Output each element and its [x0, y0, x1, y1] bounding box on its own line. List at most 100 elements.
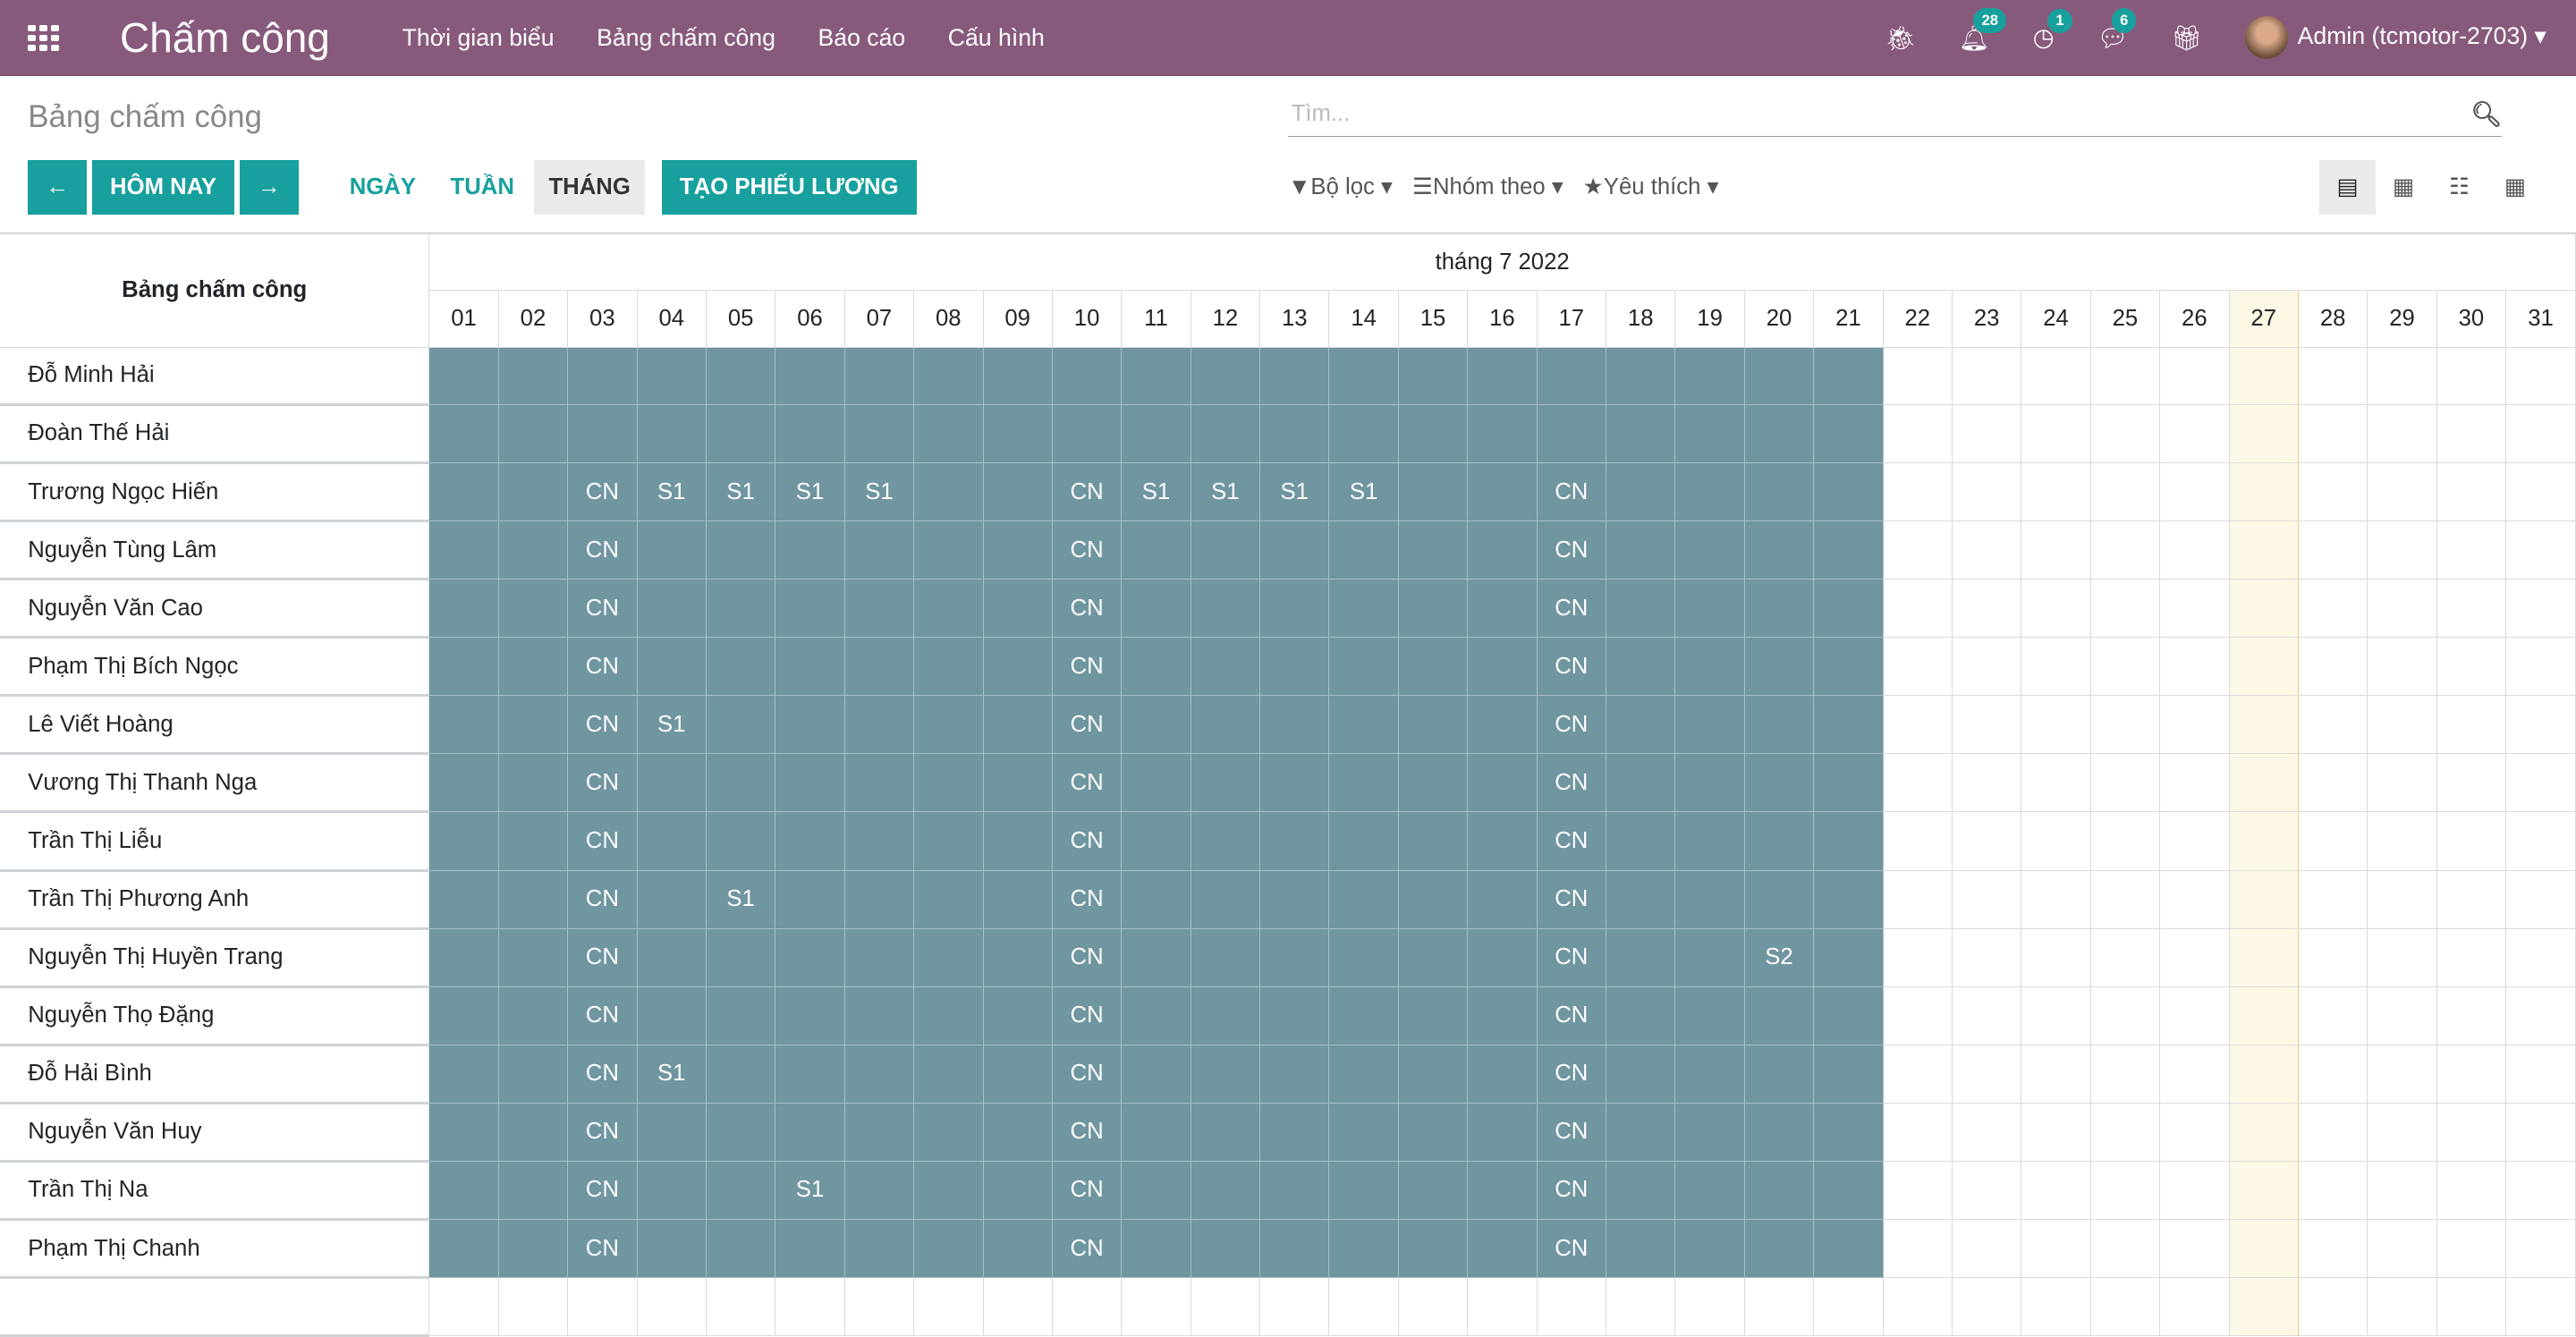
- day-cell[interactable]: S1: [1259, 461, 1330, 522]
- day-cell[interactable]: CN: [1536, 753, 1607, 813]
- day-cell[interactable]: [1813, 346, 1884, 405]
- day-cell[interactable]: [1259, 869, 1330, 929]
- day-cell[interactable]: CN: [1536, 986, 1607, 1045]
- day-cell[interactable]: [913, 753, 984, 813]
- day-cell[interactable]: [2436, 461, 2507, 522]
- day-cell[interactable]: [1674, 869, 1745, 929]
- day-cell[interactable]: [2297, 1044, 2368, 1104]
- day-cell[interactable]: [1467, 753, 1538, 813]
- day-cell[interactable]: [1606, 811, 1676, 871]
- day-cell[interactable]: [2297, 986, 2368, 1045]
- day-cell[interactable]: [2367, 1102, 2437, 1162]
- day-cell[interactable]: CN: [567, 461, 638, 522]
- day-cell[interactable]: [2436, 579, 2507, 639]
- day-cell[interactable]: [2159, 869, 2230, 929]
- day-cell[interactable]: [2367, 579, 2437, 639]
- day-cell[interactable]: [1813, 986, 1884, 1045]
- day-cell[interactable]: [1328, 637, 1399, 697]
- bell-icon[interactable]: 🔔︎ 28: [1959, 8, 2007, 53]
- day-cell[interactable]: [2367, 346, 2437, 405]
- day-cell[interactable]: CN: [1536, 579, 1607, 639]
- user-menu[interactable]: Admin (tcmotor-2703) ▾: [2244, 16, 2546, 60]
- day-cell[interactable]: [1467, 986, 1538, 1045]
- day-cell[interactable]: [913, 1102, 984, 1162]
- day-cell[interactable]: [775, 1044, 845, 1104]
- day-cell[interactable]: CN: [1051, 461, 1123, 522]
- day-cell[interactable]: [428, 346, 499, 405]
- day-cell[interactable]: [1743, 1160, 1815, 1221]
- day-cell[interactable]: [497, 1044, 569, 1104]
- day-cell[interactable]: [2505, 1102, 2576, 1162]
- day-cell[interactable]: [2436, 1160, 2507, 1221]
- day-cell[interactable]: [428, 695, 499, 755]
- day-cell[interactable]: [2089, 1102, 2161, 1162]
- day-cell[interactable]: [1397, 869, 1469, 929]
- day-cell[interactable]: [1743, 811, 1815, 871]
- day-cell[interactable]: [1743, 695, 1815, 755]
- prev-button[interactable]: ←: [28, 160, 88, 215]
- day-cell[interactable]: CN: [567, 1219, 638, 1279]
- day-cell[interactable]: CN: [567, 637, 638, 697]
- day-cell[interactable]: [2228, 346, 2299, 405]
- day-cell[interactable]: [1743, 461, 1815, 522]
- day-cell[interactable]: [1606, 753, 1676, 813]
- day-cell[interactable]: [2089, 520, 2161, 580]
- day-cell[interactable]: [1259, 346, 1330, 405]
- day-cell[interactable]: [2159, 1044, 2230, 1104]
- day-cell[interactable]: [1121, 927, 1191, 987]
- day-cell[interactable]: [982, 811, 1053, 871]
- day-cell[interactable]: [497, 1219, 569, 1279]
- day-cell[interactable]: S1: [705, 461, 776, 522]
- day-cell[interactable]: [1467, 1219, 1538, 1279]
- day-cell[interactable]: [2089, 811, 2161, 871]
- day-cell[interactable]: [1259, 579, 1330, 639]
- day-cell[interactable]: [2505, 986, 2576, 1045]
- day-cell[interactable]: [1674, 927, 1745, 987]
- day-cell[interactable]: [2228, 986, 2299, 1045]
- day-cell[interactable]: [636, 1219, 707, 1279]
- day-cell[interactable]: [1674, 753, 1745, 813]
- day-cell[interactable]: CN: [567, 579, 638, 639]
- day-cell[interactable]: [1743, 346, 1815, 405]
- day-cell[interactable]: [1190, 346, 1261, 405]
- day-cell[interactable]: [2228, 637, 2299, 697]
- day-cell[interactable]: [1467, 869, 1538, 929]
- day-cell[interactable]: [705, 986, 776, 1045]
- day-cell[interactable]: [2367, 461, 2437, 522]
- day-cell[interactable]: [1674, 1277, 1745, 1337]
- day-cell[interactable]: [2159, 346, 2230, 405]
- day-cell[interactable]: [775, 927, 845, 987]
- day-cell[interactable]: [1328, 753, 1399, 813]
- day-cell[interactable]: CN: [1051, 811, 1123, 871]
- day-cell[interactable]: [1536, 346, 1607, 405]
- day-cell[interactable]: [2228, 461, 2299, 522]
- day-cell[interactable]: [1467, 695, 1538, 755]
- day-cell[interactable]: [1051, 346, 1123, 405]
- day-cell[interactable]: [497, 1277, 569, 1337]
- day-cell[interactable]: [2021, 695, 2091, 755]
- day-cell[interactable]: [428, 1044, 499, 1104]
- day-cell[interactable]: [1190, 753, 1261, 813]
- day-cell[interactable]: [1813, 461, 1884, 522]
- day-cell[interactable]: [2228, 1160, 2299, 1221]
- day-cell[interactable]: [705, 927, 776, 987]
- day-cell[interactable]: CN: [567, 1044, 638, 1104]
- day-cell[interactable]: [1259, 1044, 1330, 1104]
- day-cell[interactable]: [1190, 986, 1261, 1045]
- day-cell[interactable]: [1882, 1277, 1953, 1337]
- day-cell[interactable]: [913, 637, 984, 697]
- day-cell[interactable]: [1190, 1277, 1261, 1337]
- day-cell[interactable]: CN: [1536, 1160, 1607, 1221]
- day-cell[interactable]: [1606, 403, 1676, 464]
- day-cell[interactable]: [2297, 753, 2368, 813]
- day-cell[interactable]: [2436, 927, 2507, 987]
- day-cell[interactable]: [1813, 1219, 1884, 1279]
- day-cell[interactable]: [1121, 1102, 1191, 1162]
- day-cell[interactable]: [1328, 346, 1399, 405]
- day-cell[interactable]: [1121, 1160, 1191, 1221]
- day-cell[interactable]: [1951, 346, 2022, 405]
- day-cell[interactable]: [2505, 637, 2576, 697]
- day-cell[interactable]: [1813, 520, 1884, 580]
- day-cell[interactable]: [497, 927, 569, 987]
- day-cell[interactable]: [843, 1219, 915, 1279]
